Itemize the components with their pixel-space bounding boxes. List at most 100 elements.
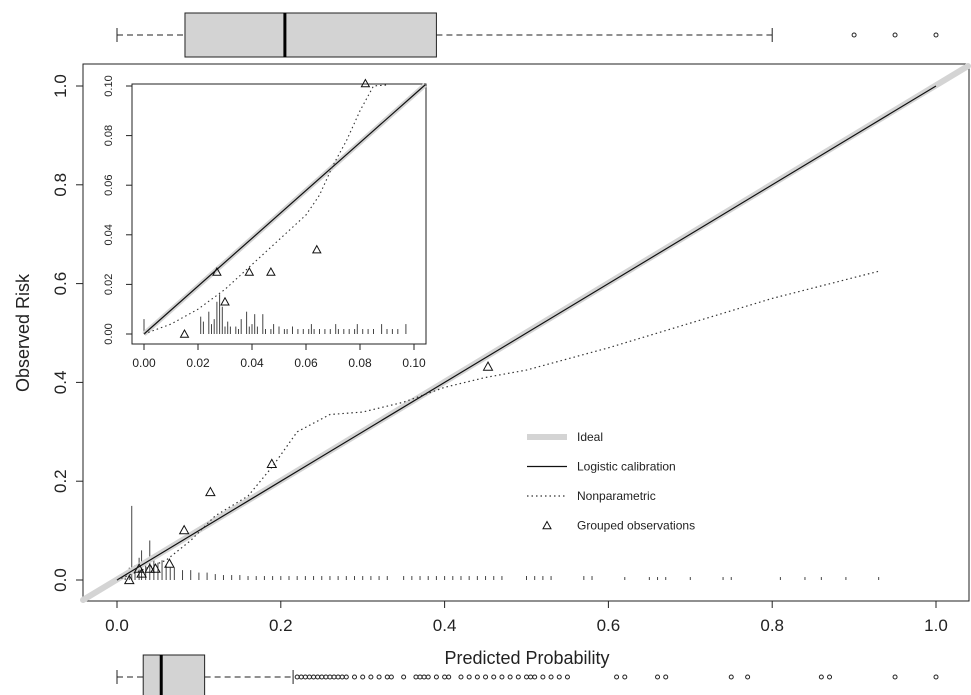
inset-x-tick-label: 0.06 bbox=[294, 356, 318, 370]
top-box-outlier bbox=[851, 32, 857, 38]
inset-grouped-observation-point bbox=[360, 78, 371, 88]
bottom-box-outlier bbox=[352, 674, 358, 680]
inset-grouped-observation-point bbox=[311, 244, 322, 254]
bottom-box-outlier bbox=[384, 674, 390, 680]
legend-label: Grouped observations bbox=[577, 519, 695, 533]
y-tick-label: 1.0 bbox=[51, 74, 70, 98]
bottom-box-outlier bbox=[298, 674, 304, 680]
top-marginal-boxplot bbox=[116, 12, 939, 58]
bottom-box-outlier bbox=[302, 674, 308, 680]
y-tick-label: 0.6 bbox=[51, 272, 70, 296]
bottom-box-outlier bbox=[892, 674, 898, 680]
bottom-box-outlier bbox=[401, 674, 407, 680]
legend-label: Logistic calibration bbox=[577, 460, 676, 474]
grouped-observation-point bbox=[150, 563, 161, 573]
bottom-box-outlier bbox=[327, 674, 333, 680]
inset-x-tick-label: 0.10 bbox=[402, 356, 426, 370]
bottom-box-outlier bbox=[524, 674, 529, 680]
bottom-box-outlier bbox=[532, 674, 538, 680]
bottom-box-outlier bbox=[425, 674, 431, 680]
bottom-box-outlier bbox=[433, 674, 439, 680]
inset-x-tick-label: 0.08 bbox=[348, 356, 372, 370]
inset-y-tick-label: 0.02 bbox=[103, 274, 115, 295]
legend-label: Ideal bbox=[577, 430, 603, 444]
bottom-box-outlier bbox=[421, 674, 427, 680]
bottom-box-outlier bbox=[388, 674, 394, 680]
main-axes: 0.0 0.2 0.4 0.6 0.8 1.0 0.0 0.2 0.4 0.6 0.8 1.0 bbox=[51, 74, 948, 635]
bottom-box-outlier bbox=[827, 674, 833, 680]
inset-y-tick-label: 0.10 bbox=[103, 75, 115, 96]
bottom-box-outlier bbox=[515, 674, 521, 680]
bottom-box-outlier bbox=[491, 674, 497, 680]
inset-grouped-observation-point bbox=[220, 296, 230, 306]
x-tick-label: 0.6 bbox=[597, 616, 621, 635]
inset-plot-marks bbox=[142, 78, 427, 338]
x-axis-label: Predicted Probability bbox=[444, 648, 609, 668]
y-tick-label: 0.2 bbox=[51, 469, 70, 493]
bottom-box-outlier bbox=[556, 674, 562, 680]
grouped-observation-point bbox=[205, 486, 216, 497]
bottom-box-outlier bbox=[323, 674, 329, 680]
bottom-box-outlier bbox=[442, 674, 448, 680]
grouped-observation-point bbox=[136, 568, 147, 578]
bottom-box-outlier bbox=[413, 674, 419, 680]
bottom-box-outlier bbox=[466, 674, 472, 680]
bottom-box-outlier bbox=[540, 674, 546, 680]
bottom-box-outlier bbox=[655, 674, 661, 680]
bottom-box-outlier bbox=[417, 674, 423, 680]
bottom-box-outlier bbox=[507, 674, 513, 680]
bottom-box-outlier bbox=[548, 674, 554, 680]
grouped-observation-point bbox=[178, 524, 190, 535]
legend-label: Nonparametric bbox=[577, 489, 656, 503]
bottom-box-outlier bbox=[564, 674, 570, 680]
inset-nonparametric-line bbox=[143, 84, 388, 335]
inset-y-tick-label: 0.04 bbox=[103, 224, 115, 245]
inset-x-tick-label: 0.04 bbox=[240, 356, 264, 370]
inset-y-tick-label: 0.00 bbox=[103, 323, 115, 344]
inset-grouped-observation-point bbox=[179, 328, 190, 338]
top-box-outlier bbox=[933, 32, 939, 38]
inset-axes: 0.00 0.02 0.04 0.06 0.08 0.10 0.00 0.02 0.04 0.06… bbox=[103, 75, 426, 370]
x-tick-label: 0.0 bbox=[105, 616, 129, 635]
y-tick-label: 0.0 bbox=[51, 568, 70, 592]
inset-x-tick-label: 0.02 bbox=[186, 356, 210, 370]
bottom-box-outlier bbox=[331, 674, 337, 680]
bottom-box-outlier bbox=[528, 674, 534, 680]
y-tick-label: 0.8 bbox=[51, 173, 70, 197]
bottom-box-outlier bbox=[446, 674, 452, 680]
grouped-observation-point bbox=[164, 558, 175, 568]
bottom-box-outlier bbox=[294, 674, 300, 680]
nonparametric-line bbox=[116, 270, 879, 581]
x-tick-label: 0.8 bbox=[760, 616, 784, 635]
inset-x-tick-label: 0.00 bbox=[132, 356, 156, 370]
top-box-outlier bbox=[892, 32, 898, 38]
bottom-box-outlier bbox=[319, 674, 325, 680]
inset-grouped-observation-point bbox=[266, 266, 276, 276]
x-tick-label: 1.0 bbox=[924, 616, 948, 635]
grouped-observation-point bbox=[144, 563, 156, 573]
bottom-box-outlier bbox=[728, 674, 734, 680]
bottom-box-outlier bbox=[745, 674, 751, 680]
bottom-box-outlier bbox=[818, 674, 824, 680]
y-axis-label: Observed Risk bbox=[13, 273, 33, 392]
top-box-iqr-box bbox=[184, 12, 437, 58]
bottom-box-outlier bbox=[376, 674, 382, 680]
y-tick-label: 0.4 bbox=[51, 371, 70, 395]
bottom-box-outlier bbox=[360, 674, 366, 680]
bottom-box-iqr-box bbox=[142, 654, 206, 695]
grouped-observation-point bbox=[123, 574, 135, 585]
bottom-box-outlier bbox=[343, 674, 349, 680]
main-plot-marks bbox=[80, 63, 971, 603]
bottom-box-outlier bbox=[933, 674, 939, 680]
bottom-box-outlier bbox=[315, 674, 321, 680]
legend: Ideal Logistic calibration Nonparametric Gr… bbox=[527, 430, 695, 533]
bottom-box-outlier bbox=[622, 674, 628, 680]
bottom-box-outlier bbox=[614, 674, 620, 680]
bottom-box-outlier bbox=[458, 674, 464, 680]
grouped-observation-point bbox=[133, 563, 145, 573]
inset-y-tick-label: 0.06 bbox=[103, 174, 115, 195]
bottom-box-outlier bbox=[474, 674, 480, 680]
bottom-box-outlier bbox=[499, 674, 505, 680]
bottom-box-outlier bbox=[311, 674, 317, 680]
